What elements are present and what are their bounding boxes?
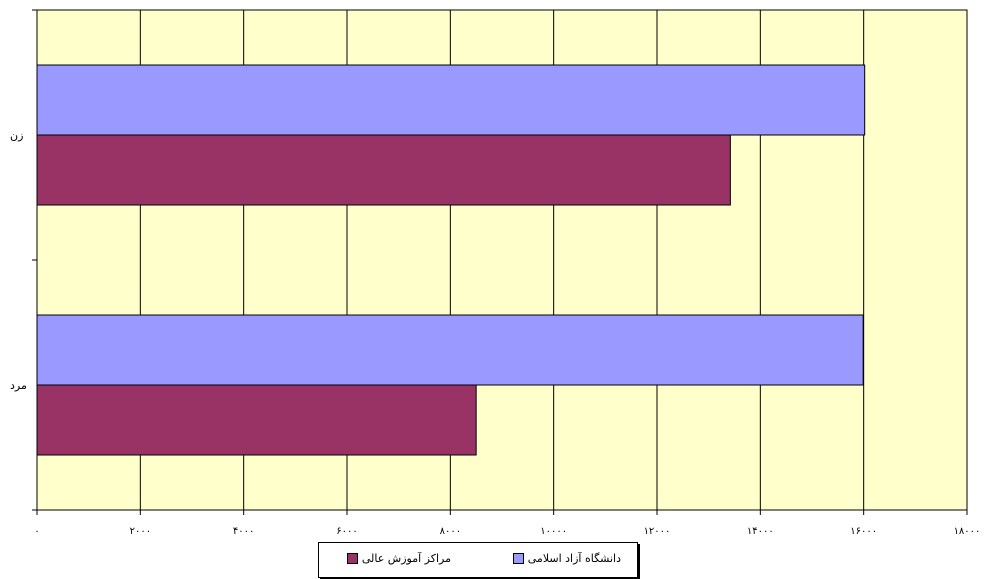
x-tick-label-4: ۸۰۰۰ bbox=[440, 526, 461, 537]
legend-swatch-series-2 bbox=[346, 553, 358, 564]
bars bbox=[36, 64, 866, 456]
bar-1-1 bbox=[36, 64, 866, 136]
x-tick-label-1: ۲۰۰۰ bbox=[130, 526, 151, 537]
bar-2-2 bbox=[36, 384, 477, 456]
legend-item-series-1: دانشگاه آزاد اسلامی bbox=[512, 552, 621, 565]
y-category-label-2: مرد bbox=[10, 379, 27, 392]
x-tick-label-2: ۴۰۰۰ bbox=[233, 526, 254, 537]
x-tick-label-8: ۱۶۰۰۰ bbox=[850, 526, 877, 537]
legend: دانشگاه آزاد اسلامی مراکز آموزش عالی bbox=[318, 542, 638, 578]
bar-2-1 bbox=[36, 134, 731, 206]
y-category-label-1: زن bbox=[10, 129, 23, 142]
x-tick-label-5: ۱۰۰۰۰ bbox=[540, 526, 567, 537]
y-axis-categories: زن مرد bbox=[10, 9, 37, 511]
x-tick-label-6: ۱۲۰۰۰ bbox=[644, 526, 671, 537]
x-tick-label-7: ۱۴۰۰۰ bbox=[747, 526, 774, 537]
legend-swatch-series-1 bbox=[512, 553, 524, 564]
legend-item-series-2: مراکز آموزش عالی bbox=[346, 552, 451, 565]
x-tick-label-0: ۰ bbox=[34, 526, 39, 537]
bar-1-2 bbox=[36, 314, 864, 386]
legend-label-series-2: مراکز آموزش عالی bbox=[361, 552, 451, 565]
legend-label-series-1: دانشگاه آزاد اسلامی bbox=[527, 552, 621, 565]
x-axis-ticks: ۰ ۲۰۰۰ ۴۰۰۰ ۶۰۰۰ ۸۰۰۰ ۱۰۰۰۰ ۱۲۰۰۰ ۱۴۰۰۰ ۱۶۰۰۰ ۱۸۰… bbox=[34, 510, 980, 537]
x-tick-label-9: ۱۸۰۰۰ bbox=[954, 526, 981, 537]
x-tick-label-3: ۶۰۰۰ bbox=[336, 526, 357, 537]
